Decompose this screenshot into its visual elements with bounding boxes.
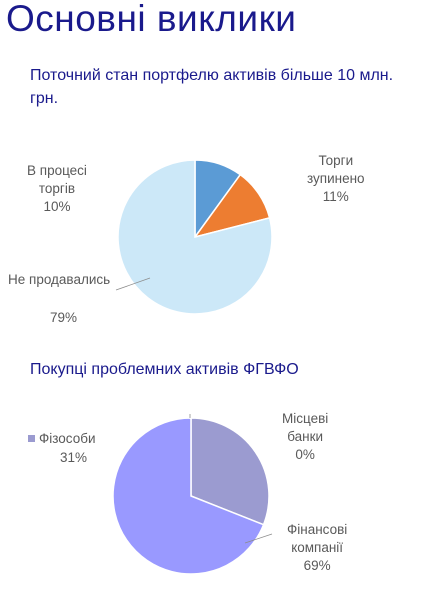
slice-label-never-sold: Не продавались [8,272,111,287]
leader-line-financial [244,533,273,544]
slice-label-financial-line2: компанії [291,540,344,555]
buyers-slice-2 [112,417,265,575]
chart-title-portfolio: Поточний стан портфелю активів більше 10… [30,67,394,107]
slice-value-stopped: 11% [322,189,349,204]
slice-label-in-progress: В процесі торгів 10% [27,162,87,216]
slice-label-in-progress-line1: В процесі [27,163,87,178]
slice-label-stopped-line2: зупинено [307,171,365,186]
slice-label-in-progress-line2: торгів [38,181,76,196]
buyers-slice-0 [190,417,270,526]
slide-title: Основні виклики [6,0,297,39]
slice-value-individuals: 31% [60,450,88,465]
slice-label-financial: Фінансові компанії 69% [287,521,347,575]
slice-label-local-banks-line2: банки [287,429,324,444]
buyers-pie [112,417,270,575]
slice-value-in-progress: 10% [43,199,71,214]
slice-value-never-sold: 79% [50,310,78,325]
portfolio-pie [117,159,273,315]
slice-value-financial: 69% [303,558,331,573]
slice-value-local-banks: 0% [295,447,315,462]
slice-label-stopped: Торги зупинено 11% [307,152,365,206]
legend-swatch-individuals [28,435,35,442]
chart-title-buyers: Покупці проблемних активів ФГВФО [30,361,299,378]
slice-label-local-banks-line1: Місцеві [282,411,329,426]
portfolio-slice-2 [117,159,273,315]
slice-label-local-banks: Місцеві банки 0% [282,410,328,464]
leader-line-never-sold [115,277,151,291]
slice-label-individuals: Фізособи [39,431,96,446]
slice-label-stopped-line1: Торги [318,153,354,168]
slice-label-financial-line1: Фінансові [287,522,348,537]
